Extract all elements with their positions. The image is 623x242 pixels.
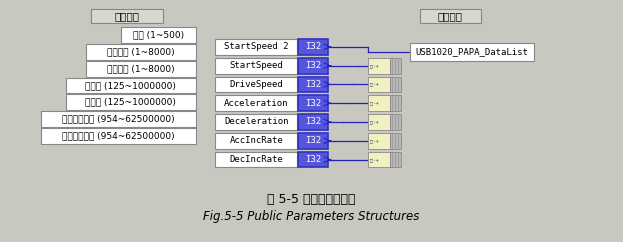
FancyBboxPatch shape <box>41 128 196 144</box>
FancyBboxPatch shape <box>389 58 401 74</box>
FancyBboxPatch shape <box>298 133 328 149</box>
FancyBboxPatch shape <box>216 133 297 149</box>
Text: 图 5-5 公用参数结构体: 图 5-5 公用参数结构体 <box>267 193 355 206</box>
FancyBboxPatch shape <box>368 152 389 167</box>
Text: StartSpeed: StartSpeed <box>229 61 283 70</box>
FancyBboxPatch shape <box>216 95 297 111</box>
FancyBboxPatch shape <box>298 114 328 130</box>
FancyBboxPatch shape <box>298 58 328 74</box>
Text: 加速度 (125~1000000): 加速度 (125~1000000) <box>85 81 176 90</box>
FancyBboxPatch shape <box>298 39 328 55</box>
Text: 公用参数: 公用参数 <box>438 11 463 21</box>
FancyBboxPatch shape <box>86 61 196 76</box>
FancyBboxPatch shape <box>216 76 297 92</box>
Text: □·+: □·+ <box>369 157 378 162</box>
Text: AccIncRate: AccIncRate <box>229 136 283 145</box>
Text: □·+: □·+ <box>369 120 378 124</box>
Text: □·+: □·+ <box>369 138 378 143</box>
FancyBboxPatch shape <box>368 114 389 130</box>
FancyBboxPatch shape <box>91 9 163 23</box>
FancyBboxPatch shape <box>86 44 196 60</box>
Text: Fig.5-5 Public Parameters Structures: Fig.5-5 Public Parameters Structures <box>203 210 419 223</box>
FancyBboxPatch shape <box>41 111 196 127</box>
Text: DriveSpeed: DriveSpeed <box>229 80 283 89</box>
Text: 减速度变化率 (954~62500000): 减速度变化率 (954~62500000) <box>62 131 174 140</box>
Text: I32: I32 <box>305 61 321 70</box>
Text: 初始速度 (1~8000): 初始速度 (1~8000) <box>107 47 174 56</box>
Text: 硬件参数: 硬件参数 <box>115 11 140 21</box>
FancyBboxPatch shape <box>389 95 401 111</box>
FancyBboxPatch shape <box>368 95 389 111</box>
Text: □·+: □·+ <box>369 82 378 87</box>
Text: Acceleration: Acceleration <box>224 99 288 108</box>
Text: I32: I32 <box>305 155 321 164</box>
FancyBboxPatch shape <box>298 152 328 167</box>
FancyBboxPatch shape <box>389 152 401 167</box>
Text: 减速度 (125~1000000): 减速度 (125~1000000) <box>85 98 176 107</box>
FancyBboxPatch shape <box>121 27 196 43</box>
FancyBboxPatch shape <box>419 9 481 23</box>
FancyBboxPatch shape <box>298 95 328 111</box>
Text: 加速度变化率 (954~62500000): 加速度变化率 (954~62500000) <box>62 114 174 123</box>
Text: DecIncRate: DecIncRate <box>229 155 283 164</box>
Text: 倍率 (1~500): 倍率 (1~500) <box>133 30 184 39</box>
Text: I32: I32 <box>305 80 321 89</box>
FancyBboxPatch shape <box>368 58 389 74</box>
Text: StartSpeed 2: StartSpeed 2 <box>224 42 288 51</box>
FancyBboxPatch shape <box>216 114 297 130</box>
FancyBboxPatch shape <box>368 133 389 149</box>
FancyBboxPatch shape <box>216 39 297 55</box>
Text: I32: I32 <box>305 117 321 127</box>
FancyBboxPatch shape <box>216 152 297 167</box>
Text: Deceleration: Deceleration <box>224 117 288 127</box>
FancyBboxPatch shape <box>66 94 196 110</box>
FancyBboxPatch shape <box>368 76 389 92</box>
FancyBboxPatch shape <box>298 76 328 92</box>
FancyBboxPatch shape <box>389 133 401 149</box>
Text: □·+: □·+ <box>369 101 378 106</box>
FancyBboxPatch shape <box>389 114 401 130</box>
Text: 驱动速度 (1~8000): 驱动速度 (1~8000) <box>107 64 174 73</box>
Text: □·+: □·+ <box>369 63 378 68</box>
FancyBboxPatch shape <box>389 76 401 92</box>
Text: I32: I32 <box>305 99 321 108</box>
Text: USB1020_PAPA_DataList: USB1020_PAPA_DataList <box>416 47 528 56</box>
FancyBboxPatch shape <box>66 77 196 93</box>
Text: I32: I32 <box>305 42 321 51</box>
FancyBboxPatch shape <box>409 43 534 61</box>
Text: I32: I32 <box>305 136 321 145</box>
FancyBboxPatch shape <box>216 58 297 74</box>
